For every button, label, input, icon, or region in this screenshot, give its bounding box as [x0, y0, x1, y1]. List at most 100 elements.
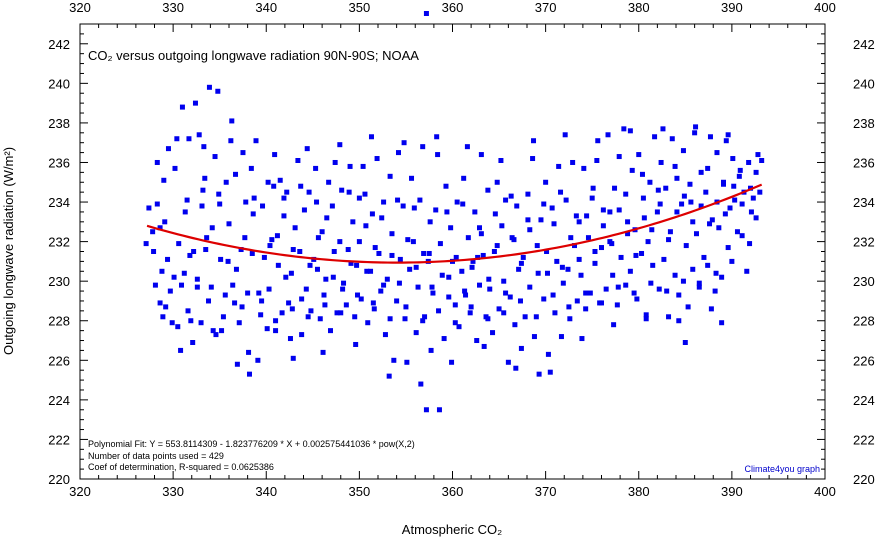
data-point — [470, 258, 476, 264]
data-point — [182, 209, 188, 215]
data-point — [627, 268, 633, 274]
data-point — [317, 316, 323, 322]
data-point — [169, 320, 175, 326]
data-point — [547, 369, 553, 375]
data-point — [508, 193, 514, 199]
data-point — [634, 296, 640, 302]
data-point — [731, 183, 737, 189]
data-point — [627, 128, 633, 134]
data-point — [655, 187, 661, 193]
data-point — [716, 225, 722, 231]
data-point — [258, 312, 264, 318]
data-point — [161, 177, 167, 183]
data-point — [381, 199, 387, 205]
data-point — [512, 322, 518, 328]
y-tick-label-right: 226 — [853, 353, 875, 368]
data-point — [612, 185, 618, 191]
data-point — [281, 195, 287, 201]
data-point — [729, 258, 735, 264]
data-point — [558, 189, 564, 195]
fit-equation-note: Polynomial Fit: Y = 553.8114309 - 1.8237… — [88, 439, 415, 449]
data-point — [243, 199, 249, 205]
x-tick-label-bottom: 330 — [162, 484, 184, 499]
data-point — [757, 189, 763, 195]
data-point — [269, 237, 275, 243]
data-point — [233, 171, 239, 177]
data-point — [746, 159, 752, 165]
data-point — [246, 349, 252, 355]
data-point — [676, 292, 682, 298]
data-point — [621, 126, 627, 132]
data-point — [611, 322, 617, 328]
data-point — [242, 235, 248, 241]
data-point — [477, 225, 483, 231]
data-point — [413, 264, 419, 270]
data-point — [517, 298, 523, 304]
data-point — [518, 345, 524, 351]
data-point — [680, 278, 686, 284]
data-point — [346, 189, 352, 195]
data-point — [616, 207, 622, 213]
data-point — [467, 310, 473, 316]
data-point — [550, 292, 556, 298]
data-point — [658, 159, 664, 165]
data-point — [321, 292, 327, 298]
data-point — [436, 407, 442, 413]
data-point — [530, 156, 536, 162]
data-point — [423, 11, 429, 16]
data-point — [347, 163, 353, 169]
data-point — [454, 199, 460, 205]
y-tick-label-right: 232 — [853, 235, 875, 250]
data-point — [423, 407, 429, 413]
data-point — [534, 243, 540, 249]
y-tick-label-right: 224 — [853, 393, 875, 408]
data-point — [421, 250, 427, 256]
data-point — [453, 254, 459, 260]
data-point — [667, 229, 673, 235]
data-point — [654, 209, 660, 215]
data-point — [226, 221, 232, 227]
data-point — [204, 235, 210, 241]
x-tick-label-top: 360 — [442, 0, 464, 15]
data-point — [720, 181, 726, 187]
x-tick-label-bottom: 370 — [535, 484, 557, 499]
data-point — [584, 213, 590, 219]
data-point — [417, 197, 423, 203]
data-point — [732, 197, 738, 203]
data-point — [594, 158, 600, 163]
data-point — [301, 207, 307, 213]
data-point — [284, 189, 290, 195]
data-point — [571, 243, 577, 249]
credit-label: Climate4you graph — [744, 464, 820, 474]
data-point — [274, 233, 280, 239]
data-point — [722, 211, 728, 217]
data-point — [435, 152, 441, 158]
data-point — [157, 225, 163, 231]
data-point — [570, 159, 576, 165]
data-point — [286, 300, 292, 306]
data-point — [436, 308, 442, 314]
y-tick-label-left: 224 — [48, 393, 70, 408]
data-point — [246, 371, 252, 377]
y-tick-label-left: 236 — [48, 155, 70, 170]
data-point — [462, 288, 468, 294]
data-point — [649, 227, 655, 233]
data-point — [641, 215, 647, 221]
data-point — [376, 250, 382, 256]
data-point — [650, 262, 656, 268]
data-point — [429, 284, 435, 290]
data-point — [171, 274, 177, 280]
data-point — [356, 239, 362, 245]
x-tick-label-bottom: 340 — [255, 484, 277, 499]
data-point — [289, 306, 295, 312]
data-point — [463, 292, 469, 298]
data-point — [443, 183, 449, 189]
data-point — [474, 338, 480, 344]
data-point — [513, 365, 519, 371]
data-point — [472, 209, 478, 215]
data-point — [273, 328, 279, 334]
data-point — [558, 334, 564, 340]
data-point — [329, 203, 335, 209]
data-point — [567, 316, 573, 322]
x-tick-label-top: 330 — [162, 0, 184, 15]
